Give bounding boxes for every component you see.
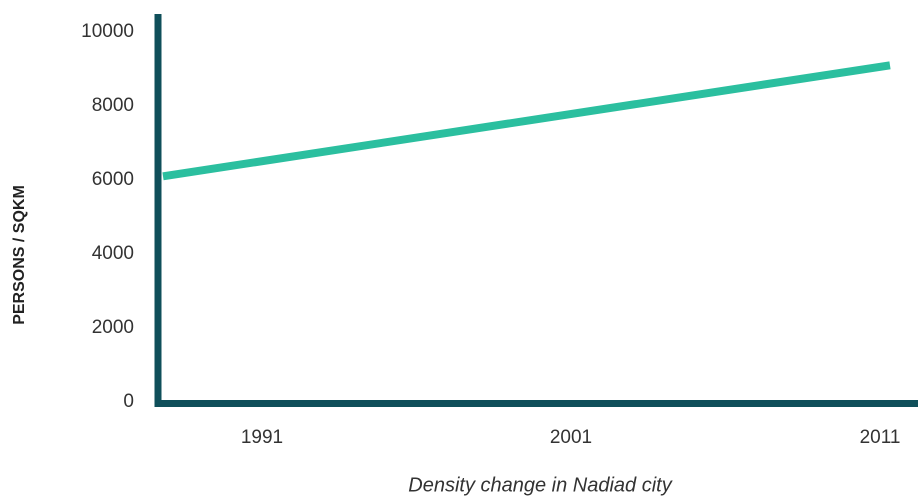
y-tick-label: 8000 [92, 95, 134, 116]
x-tick-label: 2001 [550, 427, 592, 448]
y-tick-label: 4000 [92, 243, 134, 264]
y-tick-label: 10000 [81, 21, 134, 42]
y-tick-label: 2000 [92, 317, 134, 338]
data-line [162, 61, 891, 181]
y-tick-label: 0 [123, 391, 134, 412]
y-tick-label: 6000 [92, 169, 134, 190]
x-axis-label: Density change in Nadiad city [408, 474, 672, 496]
x-tick-label: 1991 [241, 427, 283, 448]
x-tick-label: 2011 [860, 427, 901, 448]
y-axis-label: PERSONS / SQKM [11, 185, 28, 325]
